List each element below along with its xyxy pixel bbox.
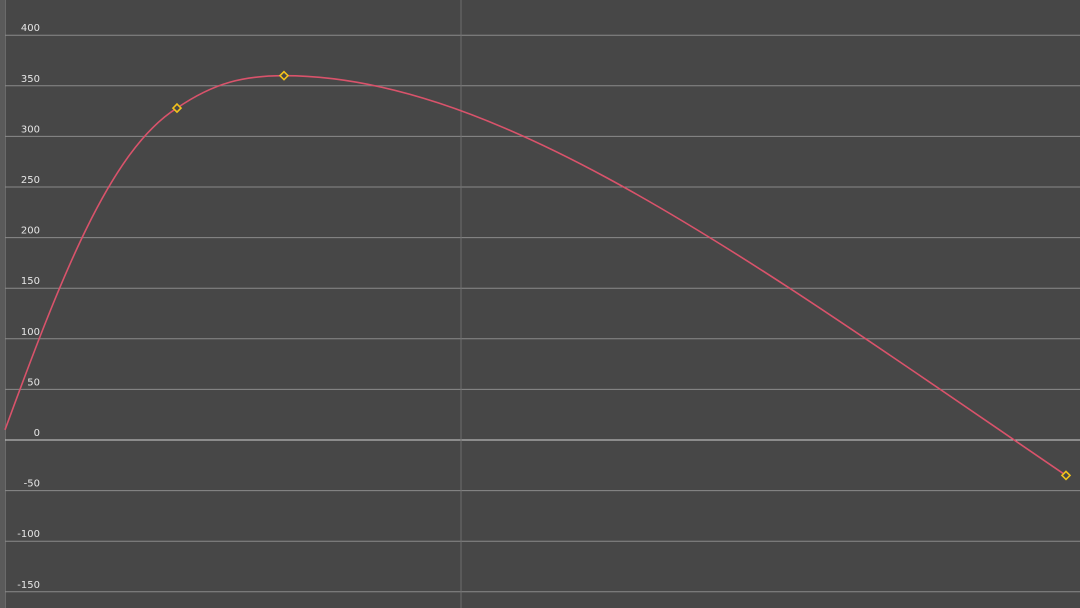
y-tick-label: 50 (27, 377, 40, 388)
y-tick-label: 100 (21, 327, 40, 338)
y-tick-label: -100 (17, 529, 40, 540)
keyframes (171, 70, 1072, 481)
y-tick-label: 300 (21, 124, 40, 135)
y-tick-label: -50 (24, 479, 40, 490)
animation-curve[interactable] (4, 74, 1067, 477)
y-tick-label: -150 (17, 580, 40, 591)
y-tick-label: 200 (21, 226, 40, 237)
keyframe-handle[interactable] (278, 70, 290, 81)
grid-lines: 400 350 300 250 200 150 100 50 0 -50 -100 -150 (5, 23, 1080, 593)
y-tick-label: 350 (21, 74, 40, 85)
y-tick-label: 150 (21, 276, 40, 287)
left-panel-edge[interactable] (0, 0, 6, 608)
y-tick-label: 250 (21, 175, 40, 186)
y-tick-label: 400 (21, 23, 40, 34)
y-tick-label: 0 (34, 428, 40, 439)
keyframe-handle[interactable] (171, 102, 183, 114)
keyframe-handle[interactable] (1060, 470, 1072, 481)
